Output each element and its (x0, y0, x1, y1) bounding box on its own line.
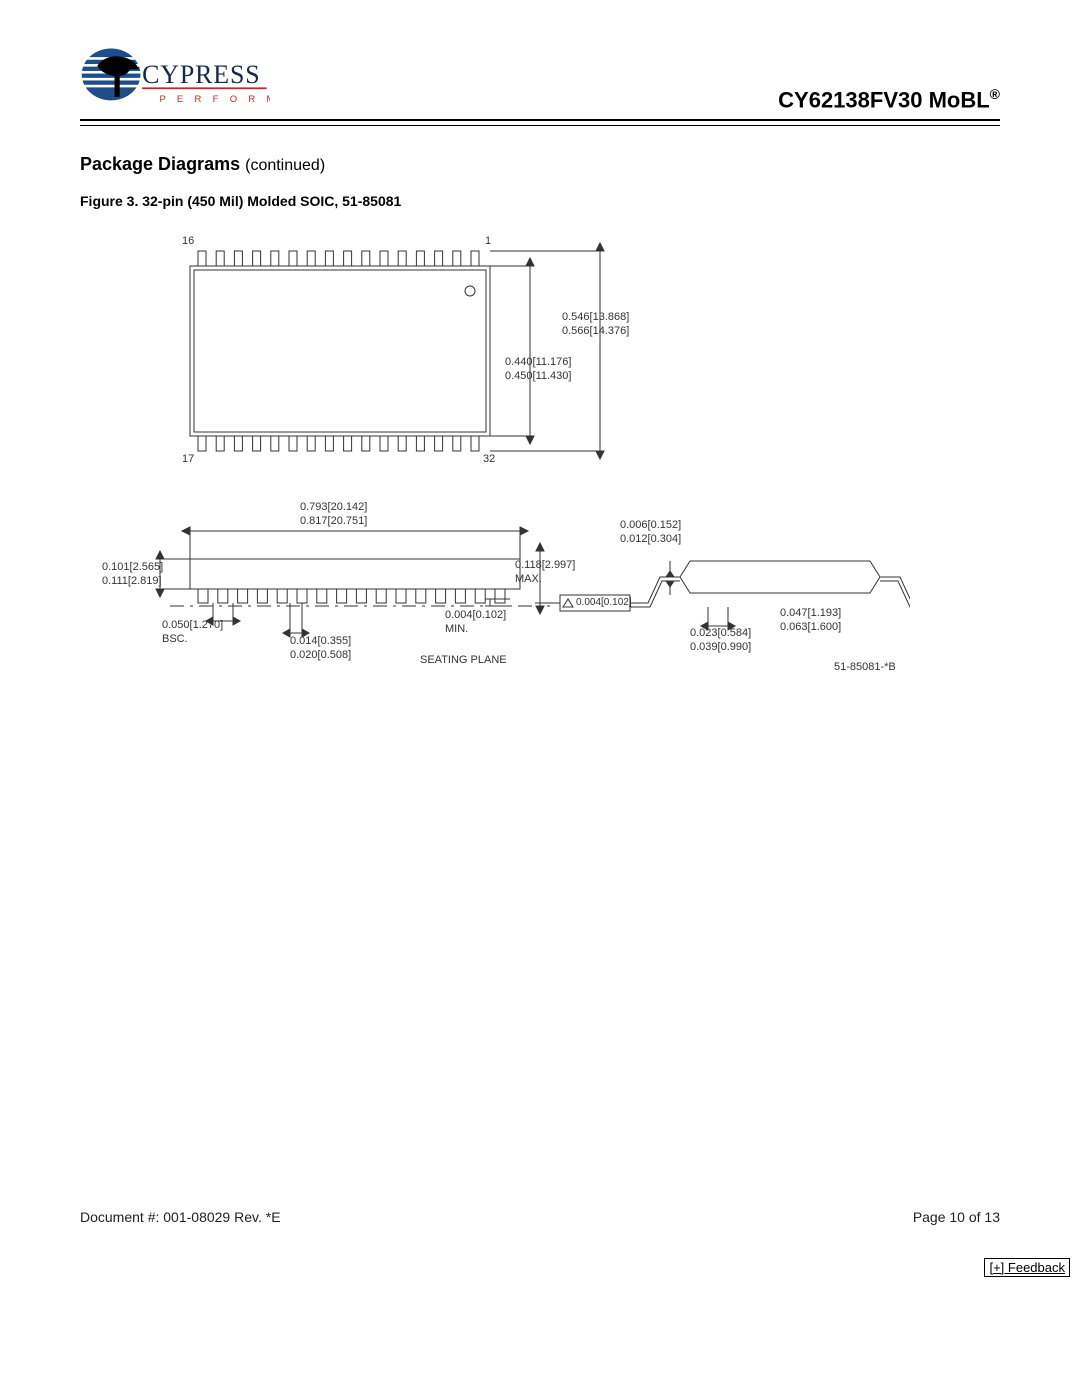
feedback-button[interactable]: [+] Feedback (984, 1258, 1070, 1277)
svg-text:P E R F O R M: P E R F O R M (159, 94, 270, 105)
pin-label-17: 17 (182, 453, 194, 467)
dim-standoff: 0.004[0.102]MIN. (445, 609, 506, 637)
footer-page-number: Page 10 of 13 (913, 1209, 1000, 1225)
footer-doc-number: Document #: 001-08029 Rev. *E (80, 1209, 281, 1225)
part-number-title: CY62138FV30 MoBL® (778, 86, 1000, 117)
dim-lead-width: 0.014[0.355]0.020[0.508] (290, 635, 351, 663)
dim-body: 0.440[11.176]0.450[11.430] (505, 356, 571, 384)
figure-title: Figure 3. 32-pin (450 Mil) Molded SOIC, … (80, 193, 1000, 209)
dim-foot-width: 0.047[1.193]0.063[1.600] (780, 607, 841, 635)
section-continued: (continued) (245, 157, 325, 174)
page-footer: Document #: 001-08029 Rev. *E Page 10 of… (80, 1209, 1000, 1225)
registered-mark: ® (990, 86, 1000, 102)
svg-text:CYPRESS: CYPRESS (142, 60, 260, 89)
dim-coplanarity: 0.004[0.102] (576, 597, 632, 610)
part-number-text: CY62138FV30 MoBL (778, 87, 990, 112)
page-header: CYPRESS P E R F O R M CY62138FV30 MoBL® (80, 38, 1000, 121)
dim-overall-h: 0.118[2.997]MAX. (515, 559, 575, 587)
figure-revision: 51-85081-*B (834, 661, 896, 675)
package-diagram: 16 1 17 32 0.546[13.868]0.566[14.376] 0.… (90, 231, 910, 701)
section-title-text: Package Diagrams (80, 154, 240, 174)
dim-length: 0.793[20.142]0.817[20.751] (300, 501, 367, 529)
section-title: Package Diagrams (continued) (80, 154, 1000, 175)
cypress-logo: CYPRESS P E R F O R M (80, 38, 270, 121)
dim-foot-len: 0.023[0.584]0.039[0.990] (690, 627, 751, 655)
dim-outer: 0.546[13.868]0.566[14.376] (562, 311, 629, 339)
dim-lead-thick: 0.006[0.152]0.012[0.304] (620, 519, 681, 547)
dim-pitch: 0.050[1.270]BSC. (162, 619, 223, 647)
pin-label-32: 32 (483, 453, 495, 467)
seating-plane-label: SEATING PLANE (420, 654, 507, 668)
pin-label-1: 1 (485, 235, 491, 249)
pin-label-16: 16 (182, 235, 194, 249)
dim-height: 0.101[2.565]0.111[2.819] (102, 561, 163, 589)
header-rule (80, 125, 1000, 126)
